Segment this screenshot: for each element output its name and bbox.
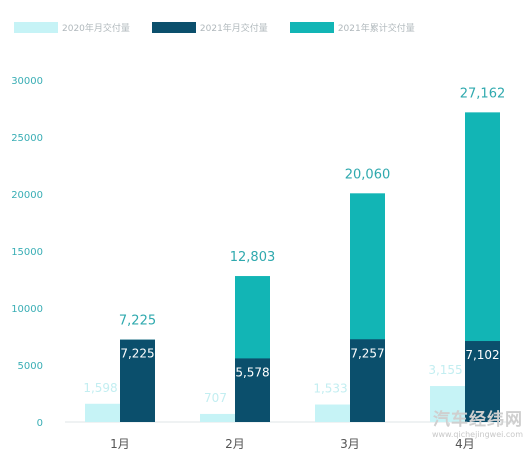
y-tick-label: 15000: [11, 247, 43, 258]
legend-swatch-2020: [14, 22, 58, 33]
y-tick-label: 25000: [11, 133, 43, 144]
legend-item-2021-monthly: 2021年月交付量: [151, 21, 268, 34]
x-tick-label: 3月: [340, 437, 360, 451]
data-label-2021-monthly: 5,578: [235, 365, 269, 379]
legend-label-2021-monthly: 2021年月交付量: [199, 24, 268, 34]
legend-label-2020: 2020年月交付量: [62, 24, 130, 34]
data-label-2021-cumulative: 7,225: [119, 314, 156, 329]
bar-2020-monthly: [200, 413, 235, 422]
y-tick-label: 10000: [11, 304, 43, 315]
data-label-2020: 1,533: [313, 382, 347, 396]
x-tick-label: 1月: [110, 437, 130, 451]
y-tick-label: 0: [37, 418, 43, 429]
y-tick-label: 5000: [18, 361, 43, 372]
data-label-2021-cumulative: 27,162: [460, 86, 506, 101]
legend-swatch-2021-monthly: [151, 22, 196, 33]
legend-label-2021-cumulative: 2021年累计交付量: [337, 24, 415, 34]
data-label-2021-cumulative: 20,060: [345, 167, 391, 182]
data-label-2020: 707: [204, 391, 227, 405]
bar-2021-monthly: [120, 339, 155, 422]
legend-swatch-2021-cumulative: [289, 22, 334, 33]
legend-item-2020: 2020年月交付量: [14, 21, 130, 34]
bar-2021-monthly: [465, 341, 500, 422]
data-label-2021-cumulative: 12,803: [230, 250, 276, 265]
data-label-2020: 1,598: [83, 381, 117, 395]
legend-item-2021-cumulative: 2021年累计交付量: [289, 21, 415, 34]
data-label-2021-monthly: 7,102: [465, 348, 499, 362]
bar-2020-monthly: [85, 403, 120, 422]
data-label-2021-monthly: 7,257: [350, 346, 384, 360]
watermark: 汽车经纬网 www.qichejingwei.com: [432, 405, 523, 439]
x-tick-label: 2月: [225, 437, 245, 451]
data-label-2021-monthly: 7,225: [120, 347, 154, 361]
watermark-logo-text: 汽车经纬网: [433, 410, 523, 430]
data-label-2020: 3,155: [428, 363, 462, 377]
x-tick-label: 4月: [455, 437, 475, 451]
y-tick-label: 30000: [11, 76, 43, 87]
y-tick-label: 20000: [11, 190, 43, 201]
bar-2020-monthly: [315, 404, 350, 422]
watermark-url: www.qichejingwei.com: [431, 430, 523, 439]
chart-legend: 2020年月交付量 2021年月交付量 2021年累计交付量: [14, 21, 415, 34]
bar-2020-monthly: [430, 386, 465, 422]
bar-2021-monthly: [350, 339, 385, 422]
bar-2021-monthly: [235, 358, 270, 422]
